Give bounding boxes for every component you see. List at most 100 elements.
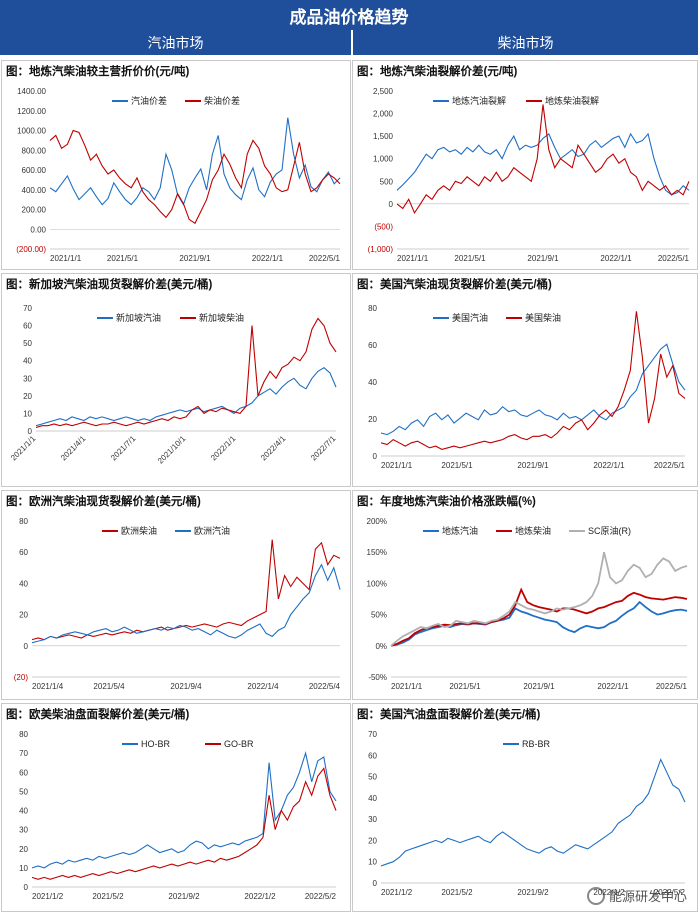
y-tick-label: 100% (367, 579, 387, 588)
chart-svg: 2,5002,0001,5001,0005000(500)(1,000)2021… (368, 87, 690, 263)
legend-label: 新加坡汽油 (116, 312, 161, 323)
x-tick-label: 2022/1/1 (209, 434, 238, 463)
x-tick-label: 2021/1/2 (381, 888, 413, 897)
y-tick-label: 50 (19, 787, 28, 796)
y-tick-label: 0 (24, 883, 29, 892)
y-tick-label: 600.00 (22, 166, 47, 175)
legend-label: HO-BR (141, 739, 171, 749)
x-tick-label: 2021/1/1 (9, 434, 38, 463)
series-line-1 (396, 104, 690, 215)
y-tick-label: 60 (368, 751, 377, 760)
y-tick-label: 30 (19, 826, 28, 835)
x-tick-label: 2021/5/2 (441, 888, 473, 897)
x-tick-label: 2021/4/1 (59, 434, 88, 463)
x-tick-label: 2022/5/1 (658, 254, 690, 263)
y-tick-label: 800.00 (22, 146, 47, 155)
y-tick-label: 50 (368, 773, 377, 782)
y-tick-label: 40 (19, 579, 28, 588)
chart-title: 图：新加坡汽柴油现货裂解价差(美元/桶) (6, 279, 213, 291)
series-line-1 (35, 317, 337, 429)
y-tick-label: 1,000 (373, 155, 394, 164)
y-tick-label: 20 (368, 415, 377, 424)
x-tick-label: 2022/5/2 (654, 888, 686, 897)
y-tick-label: 1000.00 (17, 127, 46, 136)
series-line-1 (49, 129, 341, 225)
y-tick-label: 40 (368, 378, 377, 387)
legend-label: 美国柴油 (525, 312, 561, 323)
x-tick-label: 2022/5/2 (305, 892, 337, 901)
legend-label: 地炼汽油 (442, 525, 478, 536)
y-tick-label: 40 (368, 794, 377, 803)
y-tick-label: 0 (373, 879, 378, 888)
y-tick-label: 0% (375, 642, 387, 651)
x-tick-label: 2021/5/1 (107, 254, 139, 263)
y-tick-label: 30 (23, 374, 32, 383)
y-tick-label: 50 (23, 339, 32, 348)
y-tick-label: (1,000) (368, 245, 394, 254)
x-tick-label: 2021/9/2 (517, 888, 549, 897)
x-tick-label: 2021/9/2 (168, 892, 200, 901)
x-tick-label: 2022/1/4 (247, 682, 279, 691)
x-tick-label: 2022/1/2 (244, 892, 276, 901)
series-line-1 (31, 563, 341, 644)
y-tick-label: 20 (19, 611, 28, 620)
watermark: 能源研发中心 (586, 886, 687, 905)
chart-svg: 200% 150% 100% 50% 0% -50% 2021/1/1 2021/5/1 202… (367, 517, 688, 691)
x-tick-label: 2021/9/1 (527, 254, 559, 263)
series-line-0 (31, 750, 337, 869)
y-tick-label: 70 (19, 749, 28, 758)
series-line-0 (390, 600, 688, 647)
y-tick-label: 20 (23, 392, 32, 401)
y-tick-label: 400.00 (22, 186, 47, 195)
y-tick-label: (20) (14, 673, 29, 682)
legend-label: 新加坡柴油 (199, 312, 244, 323)
x-tick-label: 2022/5/4 (309, 682, 341, 691)
x-tick-label: 2021/5/1 (454, 254, 486, 263)
y-tick-label: 10 (368, 858, 377, 867)
chart-panel-euus-diesel-futures: 图：欧美柴油盘面裂解价差(美元/桶) 80 70 60 50 40 30 20 10 0 2021… (1, 703, 351, 912)
legend-label: 地炼柴油裂解 (545, 95, 599, 106)
series-line-1 (31, 767, 337, 880)
x-tick-label: 2022/1/1 (597, 682, 629, 691)
chart-panel-europe-crack: 图：欧洲汽柴油现货裂解价差(美元/桶) 80 60 40 20 0 (20) 2021/1/… (1, 490, 351, 700)
y-tick-label: 1,500 (373, 132, 394, 141)
x-tick-label: 2022/1/2 (593, 888, 625, 897)
series-line-2 (390, 551, 688, 647)
x-tick-label: 2021/1/1 (50, 254, 82, 263)
y-tick-label: 200% (367, 517, 387, 526)
x-tick-label: 2021/7/1 (109, 434, 138, 463)
y-tick-label: 70 (23, 304, 32, 313)
x-tick-label: 2021/1/1 (391, 682, 423, 691)
y-tick-label: 60 (368, 341, 377, 350)
watermark-text: 能源研发中心 (608, 889, 687, 904)
legend-label: 美国汽油 (452, 312, 488, 323)
y-tick-label: 40 (19, 807, 28, 816)
y-tick-label: 60 (23, 322, 32, 331)
chart-title: 图：地炼汽柴油较主营折价价(元/吨) (6, 66, 190, 78)
series-line-1 (380, 311, 686, 450)
y-tick-label: -50% (368, 673, 387, 682)
left-section-header: 汽油市场 (0, 30, 351, 55)
legend-label: 欧洲汽油 (194, 525, 230, 536)
series-line-0 (31, 539, 341, 641)
y-tick-label: 2,000 (373, 110, 394, 119)
chart-title: 图：欧洲汽柴油现货裂解价差(美元/桶) (6, 496, 201, 508)
y-tick-label: 200.00 (22, 206, 47, 215)
chart-panel-singapore-crack: 图：新加坡汽柴油现货裂解价差(美元/桶) 70 60 50 40 30 20 10 0 2021… (1, 273, 351, 487)
y-tick-label: 70 (368, 730, 377, 739)
y-tick-label: 0 (389, 200, 394, 209)
y-tick-label: 0.00 (30, 225, 46, 234)
y-tick-label: 30 (368, 815, 377, 824)
chart-panel-annual-change: 图：年度地炼汽柴油价格涨跌幅(%) 200% 150% 100% 50% 0% -50% 2… (352, 490, 698, 700)
x-tick-label: 2021/1/1 (381, 461, 413, 470)
legend-label: RB-BR (522, 739, 551, 749)
legend-label: 地炼汽油裂解 (452, 95, 506, 106)
x-tick-label: 2022/1/1 (600, 254, 632, 263)
chart-panel-local-crack: 图：地炼汽柴油裂解价差(元/吨) 2,500 2,000 1,500 1,000 500… (352, 60, 698, 270)
chart-svg: 1400.00 1200.00 1000.00 800.00 600.00 400.00 2… (16, 87, 341, 263)
series-line-0 (49, 117, 341, 206)
x-tick-label: 2021/5/4 (93, 682, 125, 691)
y-tick-label: 150% (367, 548, 387, 557)
y-tick-label: 20 (368, 836, 377, 845)
